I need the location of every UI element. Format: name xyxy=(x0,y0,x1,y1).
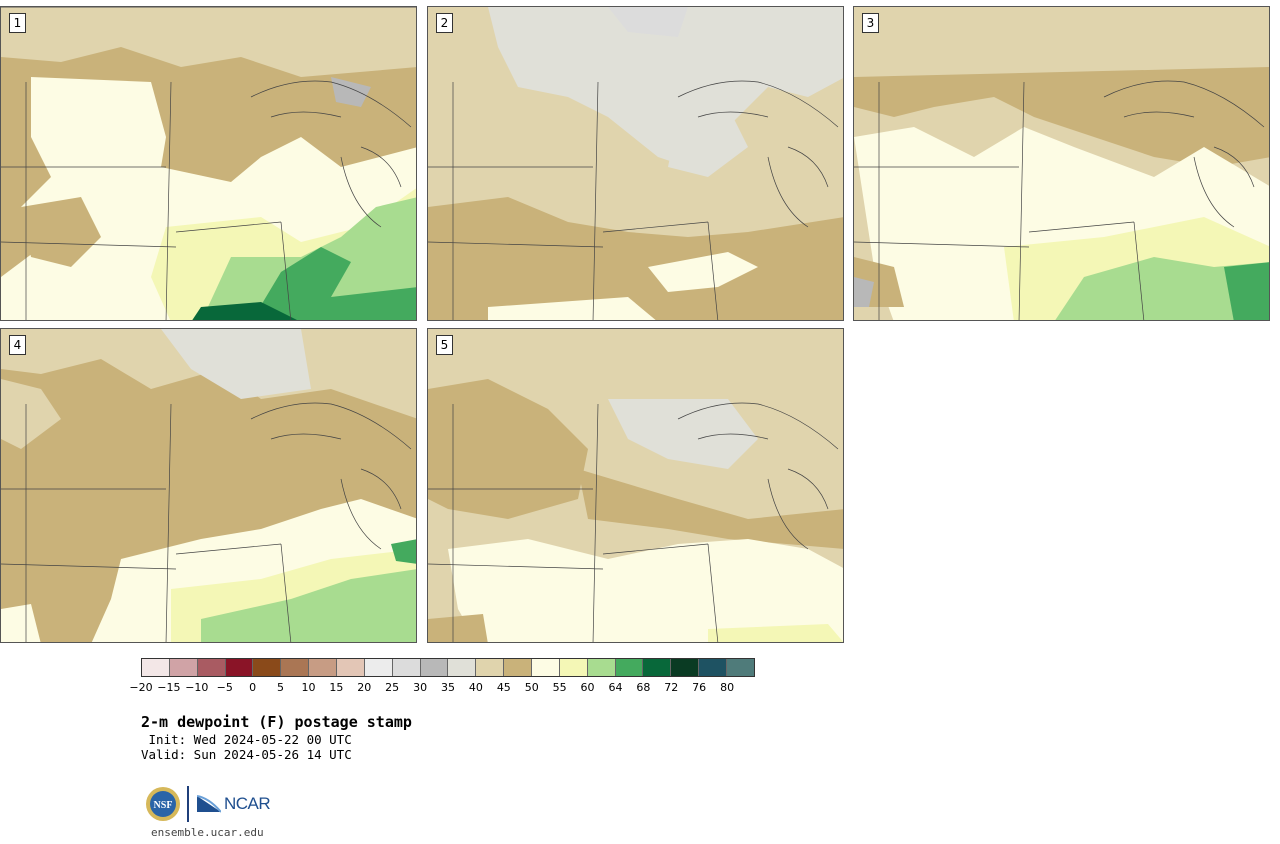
panel-number-4: 4 xyxy=(9,335,26,355)
dewpoint-map-4 xyxy=(1,329,416,642)
nsf-logo-icon: NSF xyxy=(146,787,180,821)
title-block: 2-m dewpoint (F) postage stamp Init: Wed… xyxy=(141,713,412,762)
colorbar-swatch xyxy=(420,659,449,676)
init-time: Init: Wed 2024-05-22 00 UTC xyxy=(141,732,352,747)
stamp-panel-1: 1 xyxy=(0,6,417,321)
colorbar-tick-label: 35 xyxy=(441,681,455,694)
dewpoint-map-2 xyxy=(428,7,843,320)
ncar-logo: NCAR xyxy=(197,790,271,818)
colorbar-tick-label: −5 xyxy=(216,681,233,694)
stamp-panel-2: 2 xyxy=(427,6,844,321)
colorbar-tick-label: 60 xyxy=(580,681,595,694)
valid-time: Valid: Sun 2024-05-26 14 UTC xyxy=(141,747,352,762)
panel-number-2: 2 xyxy=(436,13,453,33)
colorbar-tick-label: 5 xyxy=(277,681,285,694)
colorbar-swatch xyxy=(448,659,477,676)
panel-number-3: 3 xyxy=(862,13,879,33)
colorbar-swatch xyxy=(197,659,226,676)
site-url: ensemble.ucar.edu xyxy=(151,826,264,839)
colorbar-swatch xyxy=(169,659,198,676)
colorbar-swatch xyxy=(253,659,282,676)
colorbar-swatch xyxy=(504,659,533,676)
colorbar-swatch xyxy=(281,659,310,676)
colorbar-swatch xyxy=(587,659,616,676)
colorbar-tick-label: 15 xyxy=(329,681,344,694)
logos: NSF NCAR xyxy=(145,786,275,822)
stamp-panel-3: 3 xyxy=(853,6,1270,321)
colorbar-tick-label: −15 xyxy=(157,681,181,694)
svg-text:NSF: NSF xyxy=(154,800,173,811)
dewpoint-colorbar xyxy=(141,658,755,677)
colorbar-swatch xyxy=(559,659,588,676)
stamp-panel-4: 4 xyxy=(0,328,417,643)
colorbar-swatch xyxy=(392,659,421,676)
colorbar-swatch xyxy=(364,659,393,676)
colorbar-swatch xyxy=(643,659,672,676)
colorbar-tick-label: 76 xyxy=(692,681,707,694)
colorbar-swatch xyxy=(727,659,754,676)
colorbar-tick-label: 64 xyxy=(608,681,623,694)
dewpoint-map-5 xyxy=(428,329,843,642)
colorbar-tick-labels: −20 −15 −10 −5 0 5 10 15 20 25 30 35 40 45 50 55 60 64 68 7… xyxy=(129,681,755,695)
colorbar-swatch xyxy=(309,659,338,676)
colorbar-tick-label: 80 xyxy=(720,681,735,694)
panel-number-5: 5 xyxy=(436,335,453,355)
colorbar-tick-label: 50 xyxy=(524,681,539,694)
panel-number-1: 1 xyxy=(9,13,26,33)
stamp-panel-5: 5 xyxy=(427,328,844,643)
colorbar-tick-label: 10 xyxy=(301,681,316,694)
colorbar-swatch xyxy=(699,659,728,676)
colorbar-swatch xyxy=(476,659,505,676)
colorbar-tick-label: 40 xyxy=(468,681,483,694)
colorbar-tick-label: 45 xyxy=(496,681,511,694)
colorbar-swatch xyxy=(532,659,560,676)
colorbar-swatch xyxy=(337,659,365,676)
colorbar-swatch xyxy=(225,659,254,676)
dewpoint-map-3 xyxy=(854,7,1269,320)
colorbar-tick-label: 55 xyxy=(552,681,567,694)
colorbar-swatch xyxy=(615,659,644,676)
plot-title: 2-m dewpoint (F) postage stamp xyxy=(141,713,412,731)
colorbar-tick-label: −10 xyxy=(185,681,209,694)
ncar-swoosh-icon xyxy=(197,795,221,813)
dewpoint-map-1 xyxy=(1,7,416,320)
colorbar-tick-label: 30 xyxy=(413,681,428,694)
logo-divider xyxy=(187,786,189,822)
colorbar-swatch xyxy=(142,659,170,676)
colorbar-swatch xyxy=(671,659,700,676)
colorbar-tick-label: 72 xyxy=(664,681,679,694)
ncar-wordmark: NCAR xyxy=(224,794,271,813)
colorbar-tick-label: 20 xyxy=(357,681,372,694)
colorbar-tick-label: 25 xyxy=(385,681,400,694)
colorbar-tick-label: −20 xyxy=(129,681,153,694)
colorbar-tick-label: 68 xyxy=(636,681,651,694)
colorbar-tick-label: 0 xyxy=(249,681,257,694)
